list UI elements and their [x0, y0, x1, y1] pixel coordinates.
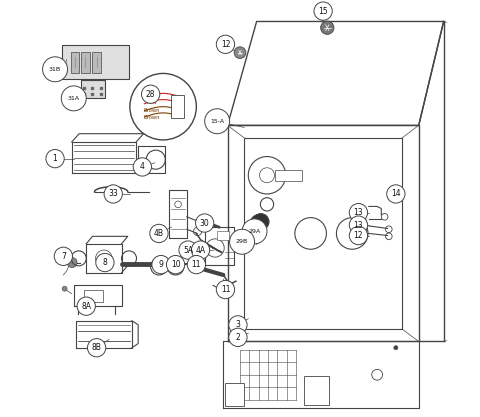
- Text: 13: 13: [354, 221, 363, 230]
- Circle shape: [216, 280, 235, 299]
- Circle shape: [96, 254, 114, 271]
- Text: 5A: 5A: [183, 246, 193, 254]
- Circle shape: [179, 241, 197, 259]
- Circle shape: [77, 297, 96, 315]
- Text: 11: 11: [221, 285, 230, 294]
- Text: 7: 7: [61, 252, 66, 261]
- Circle shape: [46, 149, 64, 168]
- Circle shape: [349, 216, 368, 234]
- Circle shape: [192, 241, 210, 259]
- Circle shape: [61, 86, 86, 111]
- Text: 11: 11: [192, 260, 201, 269]
- Circle shape: [187, 256, 205, 274]
- Text: 15: 15: [318, 7, 328, 15]
- Text: 1: 1: [53, 154, 58, 163]
- Circle shape: [314, 2, 332, 20]
- Text: 31A: 31A: [68, 96, 80, 101]
- Bar: [81, 52, 90, 73]
- Circle shape: [152, 256, 170, 274]
- Text: 29A: 29A: [249, 229, 261, 234]
- FancyBboxPatch shape: [62, 45, 130, 79]
- Text: 8: 8: [103, 258, 108, 267]
- Text: 28: 28: [146, 90, 156, 99]
- Circle shape: [54, 247, 72, 266]
- Bar: [217, 231, 229, 240]
- Text: 3: 3: [236, 320, 240, 329]
- Circle shape: [43, 57, 68, 82]
- Bar: [93, 52, 101, 73]
- Bar: [71, 52, 79, 73]
- Circle shape: [87, 339, 106, 357]
- Circle shape: [130, 73, 196, 140]
- Circle shape: [167, 256, 185, 274]
- Text: 13: 13: [354, 208, 363, 217]
- Bar: [276, 170, 302, 181]
- Circle shape: [229, 328, 247, 347]
- Circle shape: [252, 214, 269, 230]
- Circle shape: [234, 47, 246, 58]
- Bar: [81, 80, 105, 98]
- Circle shape: [204, 109, 229, 134]
- Circle shape: [387, 185, 405, 203]
- Text: 31B: 31B: [49, 67, 61, 72]
- Text: 4A: 4A: [195, 246, 205, 254]
- Text: !: !: [64, 59, 67, 65]
- Circle shape: [349, 203, 368, 222]
- Text: 33: 33: [108, 189, 118, 198]
- Circle shape: [349, 226, 368, 245]
- Text: 2: 2: [236, 333, 240, 342]
- Circle shape: [195, 214, 214, 232]
- Circle shape: [321, 21, 334, 34]
- Text: 12: 12: [354, 231, 363, 240]
- Text: 4: 4: [140, 163, 145, 171]
- Text: 8A: 8A: [81, 301, 91, 311]
- Text: 14: 14: [391, 189, 401, 198]
- Circle shape: [142, 85, 160, 103]
- Circle shape: [133, 158, 152, 176]
- Text: 4B: 4B: [154, 229, 164, 238]
- Text: 12: 12: [221, 40, 230, 49]
- Circle shape: [229, 229, 254, 254]
- Circle shape: [150, 224, 168, 243]
- Circle shape: [67, 258, 77, 268]
- Circle shape: [251, 215, 267, 231]
- Circle shape: [394, 346, 398, 350]
- Text: Brown: Brown: [143, 115, 160, 120]
- Bar: [304, 376, 329, 404]
- Circle shape: [175, 201, 181, 208]
- Text: 10: 10: [171, 260, 180, 269]
- Circle shape: [216, 35, 235, 53]
- Circle shape: [62, 286, 67, 291]
- Circle shape: [104, 185, 122, 203]
- Text: 30: 30: [200, 219, 210, 228]
- Text: 29B: 29B: [236, 239, 248, 244]
- Text: 15-A: 15-A: [210, 119, 224, 124]
- Bar: [84, 289, 103, 302]
- Text: Red: Red: [146, 100, 157, 105]
- Bar: [171, 95, 184, 118]
- Circle shape: [242, 219, 267, 244]
- Text: Red: Red: [146, 93, 157, 98]
- Text: 8B: 8B: [92, 343, 102, 352]
- Text: Brown: Brown: [143, 108, 160, 113]
- Bar: [226, 383, 244, 406]
- Circle shape: [229, 316, 247, 334]
- Text: 9: 9: [158, 260, 164, 269]
